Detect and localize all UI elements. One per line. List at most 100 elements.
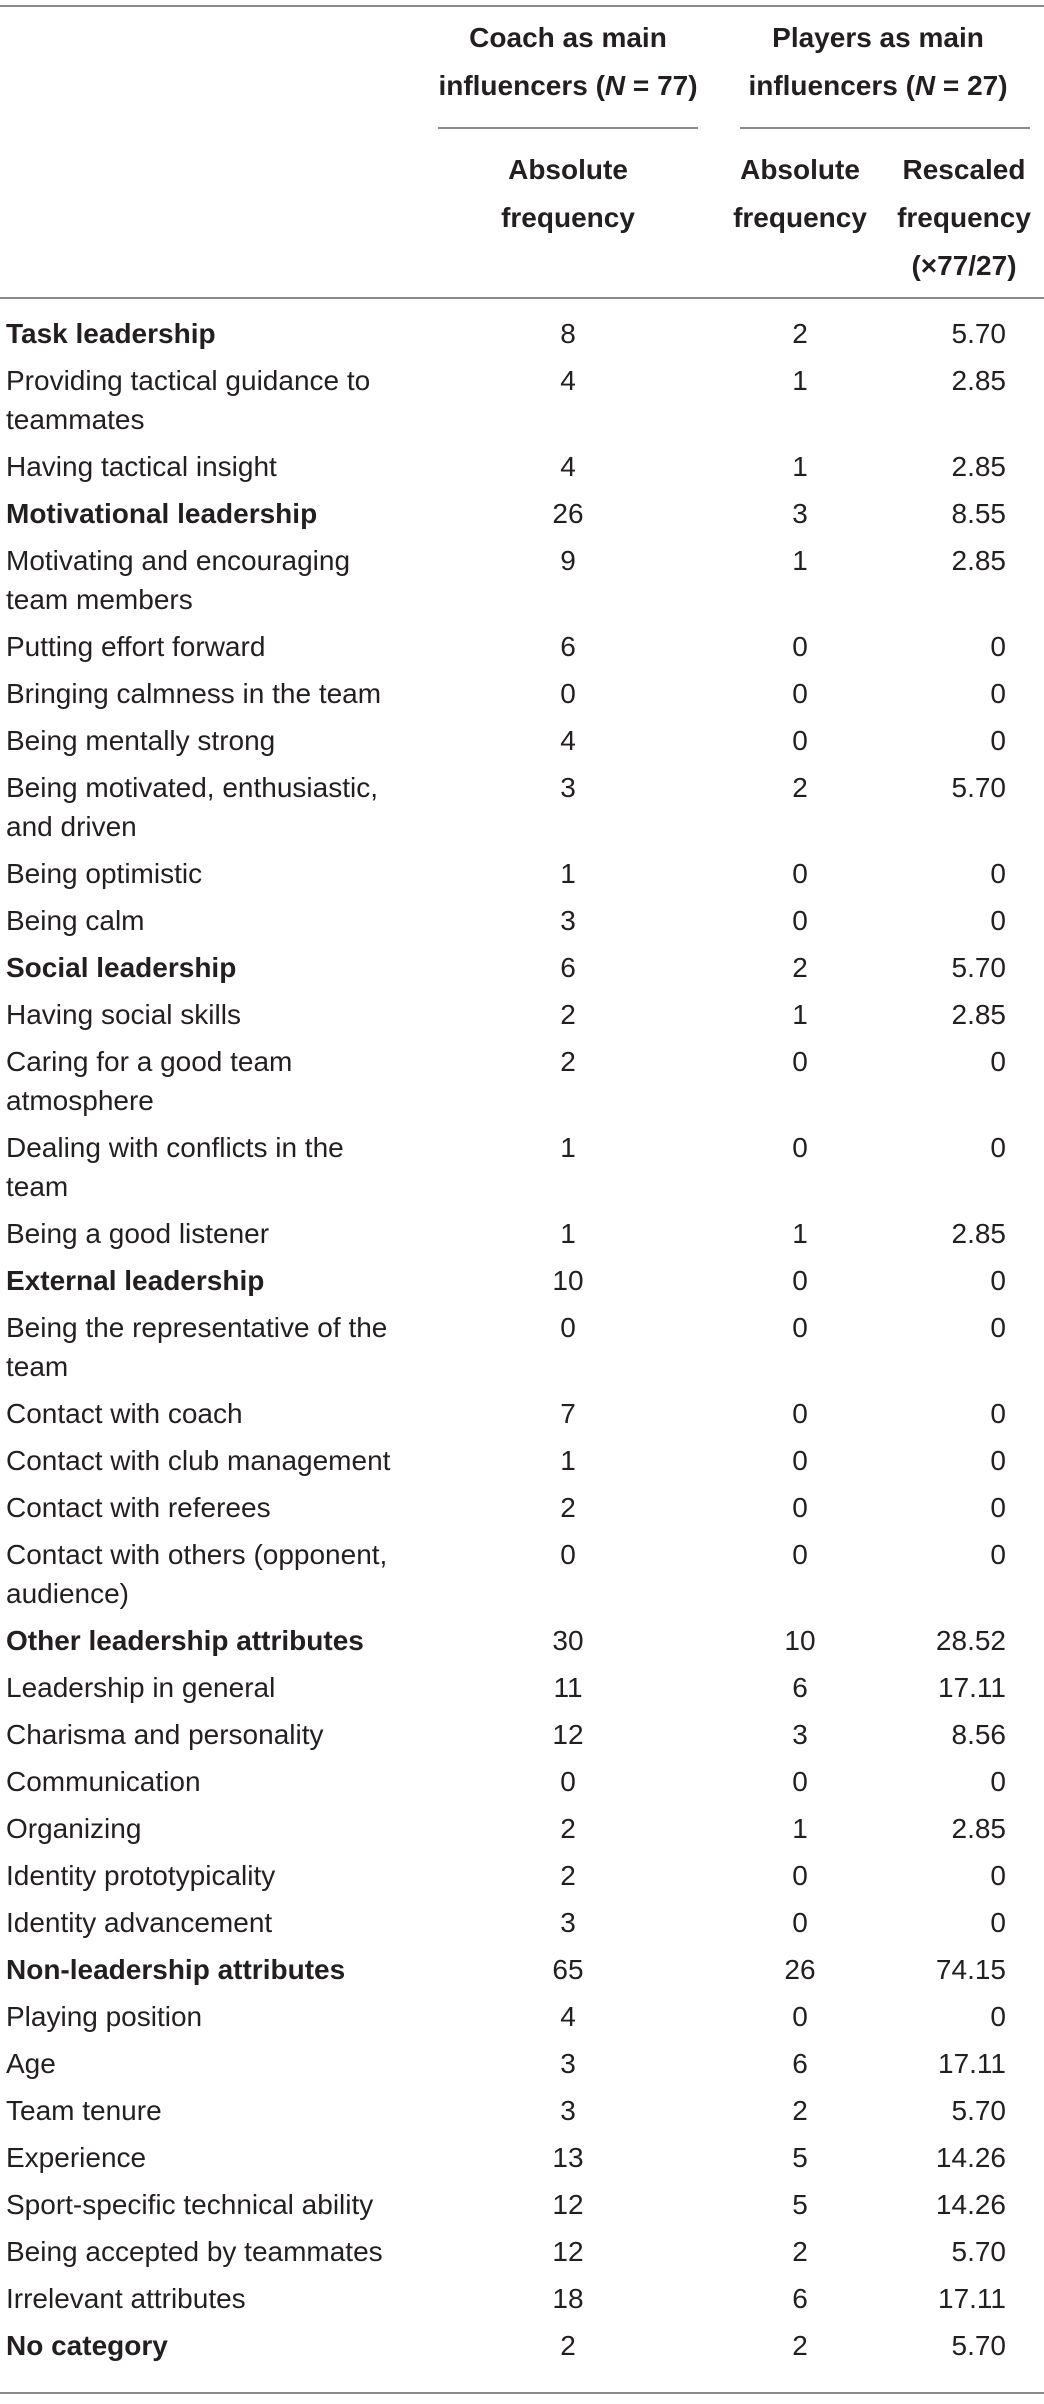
coach-absolute-cell: 2 (560, 1492, 576, 1523)
players-rescaled-cell: 0 (990, 725, 1006, 756)
players-rescaled-cell: 17.11 (938, 2048, 1006, 2079)
coach-absolute-cell: 7 (560, 1398, 576, 1429)
players-absolute-cell: 2 (792, 2330, 808, 2361)
players-rescaled-cell: 0 (990, 858, 1006, 889)
row-label-line: External leadership (6, 1265, 265, 1296)
table-top-rule (0, 5, 1044, 7)
row-label: Being mentally strong (6, 721, 406, 760)
row-label: Charisma and personality (6, 1715, 406, 1754)
row-label: Contact with club management (6, 1441, 406, 1480)
players-rescaled-cell: 0 (990, 631, 1006, 662)
coach-absolute-cell: 3 (560, 905, 576, 936)
row-label-line: Task leadership (6, 318, 216, 349)
group-header-coach-line2: influencers (N = 77) (438, 70, 698, 101)
row-label: Contact with others (opponent, audience) (6, 1535, 406, 1613)
players-absolute-cell: 0 (792, 1766, 808, 1797)
row-label: Bringing calmness in the team (6, 674, 406, 713)
players-absolute-cell: 1 (792, 999, 808, 1030)
row-label: Playing position (6, 1997, 406, 2036)
coach-absolute-cell: 12 (552, 2189, 584, 2220)
row-label: Other leadership attributes (6, 1621, 406, 1660)
players-absolute-cell: 2 (792, 772, 808, 803)
coach-absolute-cell: 1 (560, 1218, 576, 1249)
row-label-line: Motivating and encouraging (6, 545, 351, 576)
coach-absolute-cell: 6 (560, 952, 576, 983)
players-absolute-cell: 1 (792, 1218, 808, 1249)
players-rescaled-cell: 0 (990, 1132, 1006, 1163)
players-absolute-cell: 5 (792, 2142, 808, 2173)
row-label: Being optimistic (6, 854, 406, 893)
row-label: Being the representative of the team (6, 1308, 406, 1386)
group-header-players: Players as main influencers (N = 27) (728, 14, 1028, 110)
row-label-line: Being calm (6, 905, 145, 936)
players-rescaled-cell: 8.55 (951, 498, 1007, 529)
players-absolute-cell: 1 (792, 365, 808, 396)
row-label-line: team (6, 1171, 69, 1202)
group-header-players-line1: Players as main (772, 22, 984, 53)
coach-absolute-cell: 3 (560, 1907, 576, 1938)
players-absolute-cell: 1 (792, 451, 808, 482)
row-label-line: Being accepted by teammates (6, 2236, 383, 2267)
players-rescaled-cell: 2.85 (951, 1218, 1007, 1249)
row-label: Dealing with conflicts in the team (6, 1128, 406, 1206)
players-absolute-cell: 3 (792, 498, 808, 529)
row-label-line: audience) (6, 1578, 129, 1609)
players-rescaled-cell: 0 (990, 1860, 1006, 1891)
row-label: Caring for a good team atmosphere (6, 1042, 406, 1120)
row-label-line: teammates (6, 404, 145, 435)
players-absolute-cell: 1 (792, 1813, 808, 1844)
players-absolute-cell: 0 (792, 858, 808, 889)
coach-absolute-cell: 3 (560, 2048, 576, 2079)
row-label: Experience (6, 2138, 406, 2177)
row-label-line: Identity advancement (6, 1907, 273, 1938)
row-label-line: Sport-specific technical ability (6, 2189, 374, 2220)
row-label: Having tactical insight (6, 447, 406, 486)
coach-absolute-cell: 2 (560, 999, 576, 1030)
players-absolute-cell: 0 (792, 725, 808, 756)
players-absolute-cell: 0 (792, 1265, 808, 1296)
group-header-coach: Coach as main influencers (N = 77) (418, 14, 718, 110)
players-absolute-cell: 0 (792, 905, 808, 936)
row-label-line: Contact with referees (6, 1492, 271, 1523)
col-header-players-absolute: Absolute frequency (733, 154, 867, 233)
players-absolute-cell: 2 (792, 952, 808, 983)
players-absolute-cell: 10 (784, 1625, 816, 1656)
row-label: Motivating and encouraging team members (6, 541, 406, 619)
row-label-line: Putting effort forward (6, 631, 266, 662)
row-label: Social leadership (6, 948, 406, 987)
players-absolute-cell: 0 (792, 1539, 808, 1570)
players-rescaled-cell: 5.70 (951, 318, 1007, 349)
row-label: Having social skills (6, 995, 406, 1034)
row-label-line: Contact with others (opponent, (6, 1539, 388, 1570)
coach-absolute-cell: 9 (560, 545, 576, 576)
row-label: Contact with coach (6, 1394, 406, 1433)
row-label: Contact with referees (6, 1488, 406, 1527)
players-rescaled-cell: 0 (990, 1445, 1006, 1476)
players-rescaled-cell: 0 (990, 1398, 1006, 1429)
row-label-line: Charisma and personality (6, 1719, 324, 1750)
row-label-line: Other leadership attributes (6, 1625, 364, 1656)
players-absolute-cell: 0 (792, 1312, 808, 1343)
players-absolute-cell: 5 (792, 2189, 808, 2220)
coach-absolute-cell: 1 (560, 858, 576, 889)
row-label: Putting effort forward (6, 627, 406, 666)
players-absolute-cell: 0 (792, 631, 808, 662)
row-label: Being accepted by teammates (6, 2232, 406, 2271)
players-rescaled-cell: 17.11 (938, 1672, 1006, 1703)
row-label-line: Team tenure (6, 2095, 162, 2126)
row-label-line: Organizing (6, 1813, 142, 1844)
coach-absolute-cell: 4 (560, 725, 576, 756)
players-absolute-cell: 2 (792, 318, 808, 349)
row-label: Age (6, 2044, 406, 2083)
players-rescaled-cell: 28.52 (935, 1625, 1006, 1656)
players-absolute-cell: 2 (792, 2236, 808, 2267)
coach-absolute-cell: 0 (560, 1312, 576, 1343)
players-rescaled-cell: 17.11 (938, 2283, 1006, 2314)
players-rescaled-cell: 5.70 (951, 2330, 1007, 2361)
row-label: External leadership (6, 1261, 406, 1300)
row-label-line: and driven (6, 811, 137, 842)
row-label: No category (6, 2326, 406, 2365)
row-label: Identity advancement (6, 1903, 406, 1942)
row-label: Being calm (6, 901, 406, 940)
row-label-line: Motivational leadership (6, 498, 318, 529)
